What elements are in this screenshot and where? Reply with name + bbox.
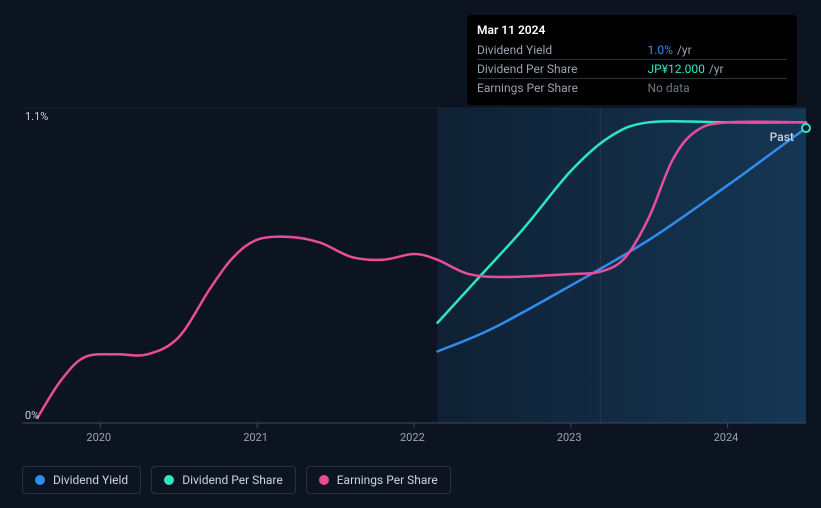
tooltip-row-label: Earnings Per Share: [477, 79, 648, 98]
x-axis-label: 2021: [243, 431, 268, 444]
tooltip-row: Earnings Per ShareNo data: [477, 79, 787, 98]
tooltip-row: Dividend Yield1.0%/yr: [477, 41, 787, 60]
y-axis-label: 0%: [25, 409, 39, 422]
y-axis-label: 1.1%: [25, 110, 48, 123]
tooltip-row: Dividend Per ShareJP¥12.000/yr: [477, 60, 787, 79]
x-axis-label: 2023: [557, 431, 582, 444]
tooltip-row-value: 1.0%/yr: [648, 41, 788, 60]
tooltip-row-value: No data: [648, 79, 788, 98]
tooltip-date: Mar 11 2024: [477, 23, 787, 37]
legend-item-label: Earnings Per Share: [337, 473, 438, 487]
tooltip-table: Dividend Yield1.0%/yrDividend Per ShareJ…: [477, 41, 787, 97]
legend-item-dividend_per_share[interactable]: Dividend Per Share: [151, 466, 296, 494]
legend-item-dividend_yield[interactable]: Dividend Yield: [22, 466, 141, 494]
tooltip-row-value: JP¥12.000/yr: [648, 60, 788, 79]
chart-legend: Dividend Yield Dividend Per Share Earnings…: [22, 466, 451, 494]
tooltip-row-label: Dividend Per Share: [477, 60, 648, 79]
legend-dot-icon: [319, 475, 329, 485]
tooltip-row-label: Dividend Yield: [477, 41, 648, 60]
legend-item-label: Dividend Yield: [53, 473, 128, 487]
legend-item-earnings_per_share[interactable]: Earnings Per Share: [306, 466, 451, 494]
legend-dot-icon: [164, 475, 174, 485]
x-axis-label: 2022: [400, 431, 425, 444]
legend-item-label: Dividend Per Share: [182, 473, 283, 487]
chart-container: Mar 11 2024 Dividend Yield1.0%/yrDividen…: [0, 0, 821, 508]
past-label: Past: [770, 130, 794, 144]
x-axis-label: 2020: [86, 431, 111, 444]
x-axis-label: 2024: [714, 431, 739, 444]
chart-tooltip: Mar 11 2024 Dividend Yield1.0%/yrDividen…: [467, 15, 797, 105]
legend-dot-icon: [35, 475, 45, 485]
